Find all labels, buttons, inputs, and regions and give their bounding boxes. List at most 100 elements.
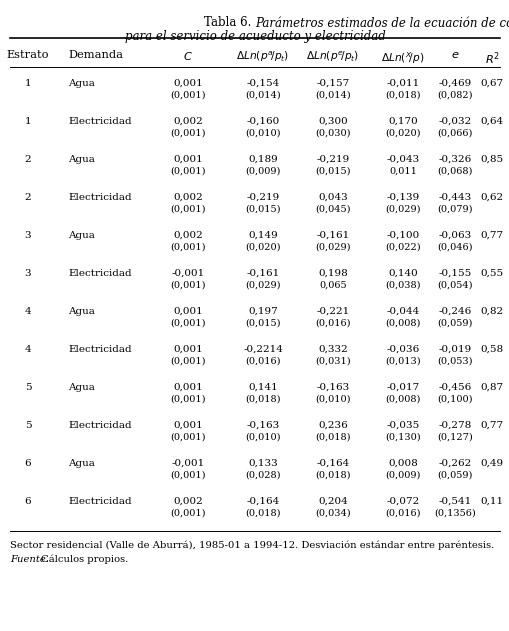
Text: 0,043: 0,043 [318,192,347,201]
Text: (0,010): (0,010) [245,129,280,138]
Text: 0,85: 0,85 [479,155,502,163]
Text: 2: 2 [24,192,31,201]
Text: 0,64: 0,64 [479,117,502,126]
Text: -0,161: -0,161 [246,269,279,278]
Text: (0,066): (0,066) [436,129,472,138]
Text: (0,079): (0,079) [436,204,472,213]
Text: (0,008): (0,008) [385,394,420,403]
Text: 0,011: 0,011 [388,167,416,175]
Text: 0,149: 0,149 [248,230,277,240]
Text: (0,053): (0,053) [436,357,472,365]
Text: (0,038): (0,038) [384,281,420,290]
Text: -0,001: -0,001 [171,459,204,468]
Text: (0,020): (0,020) [384,129,420,138]
Text: (0,001): (0,001) [170,319,205,327]
Text: (0,001): (0,001) [170,90,205,100]
Text: (0,018): (0,018) [315,432,350,442]
Text: 0,67: 0,67 [479,78,502,88]
Text: (0,029): (0,029) [245,281,280,290]
Text: -0,154: -0,154 [246,78,279,88]
Text: (0,009): (0,009) [385,471,420,480]
Text: Electricidad: Electricidad [68,345,131,353]
Text: (0,010): (0,010) [315,394,350,403]
Text: 0,001: 0,001 [173,155,203,163]
Text: (0,009): (0,009) [245,167,280,175]
Text: $e$: $e$ [450,50,458,60]
Text: -0,246: -0,246 [438,307,471,316]
Text: 0,55: 0,55 [479,269,502,278]
Text: 0,002: 0,002 [173,230,203,240]
Text: Electricidad: Electricidad [68,117,131,126]
Text: 0,87: 0,87 [479,382,502,391]
Text: (0,001): (0,001) [170,204,205,213]
Text: 6: 6 [24,459,31,468]
Text: para el servicio de acueducto y electricidad: para el servicio de acueducto y electric… [124,30,385,43]
Text: 0,001: 0,001 [173,78,203,88]
Text: Fuente.: Fuente. [10,555,49,563]
Text: $\Delta Ln(p^{a}\!/p_t)$: $\Delta Ln(p^{a}\!/p_t)$ [236,50,289,64]
Text: 0,002: 0,002 [173,192,203,201]
Text: (0,046): (0,046) [436,242,472,252]
Text: 0,140: 0,140 [387,269,417,278]
Text: 0,62: 0,62 [479,192,502,201]
Text: (0,016): (0,016) [245,357,280,365]
Text: -0,044: -0,044 [386,307,419,316]
Text: (0,054): (0,054) [436,281,472,290]
Text: (0,018): (0,018) [384,90,420,100]
Text: 0,133: 0,133 [248,459,277,468]
Text: (0,001): (0,001) [170,394,205,403]
Text: Electricidad: Electricidad [68,497,131,505]
Text: (0,029): (0,029) [315,242,350,252]
Text: 0,77: 0,77 [479,230,502,240]
Text: $\Delta Ln(^X\!/p)$: $\Delta Ln(^X\!/p)$ [381,50,424,66]
Text: Agua: Agua [68,78,95,88]
Text: 0,332: 0,332 [318,345,347,353]
Text: (0,030): (0,030) [315,129,350,138]
Text: (0,001): (0,001) [170,471,205,480]
Text: (0,001): (0,001) [170,509,205,517]
Text: 0,189: 0,189 [248,155,277,163]
Text: 5: 5 [24,420,31,430]
Text: $R^2$: $R^2$ [484,50,498,67]
Text: -0,011: -0,011 [386,78,419,88]
Text: -0,160: -0,160 [246,117,279,126]
Text: (0,010): (0,010) [245,432,280,442]
Text: (0,022): (0,022) [384,242,420,252]
Text: 4: 4 [24,307,31,316]
Text: 0,58: 0,58 [479,345,502,353]
Text: -0,100: -0,100 [386,230,419,240]
Text: 0,204: 0,204 [318,497,347,505]
Text: -0,019: -0,019 [438,345,471,353]
Text: (0,018): (0,018) [245,509,280,517]
Text: 0,001: 0,001 [173,307,203,316]
Text: 4: 4 [24,345,31,353]
Text: -0,164: -0,164 [246,497,279,505]
Text: -0,469: -0,469 [438,78,471,88]
Text: 1: 1 [24,117,31,126]
Text: $C$: $C$ [183,50,192,62]
Text: (0,015): (0,015) [315,167,350,175]
Text: -0,326: -0,326 [438,155,471,163]
Text: Electricidad: Electricidad [68,192,131,201]
Text: -0,219: -0,219 [246,192,279,201]
Text: 2: 2 [24,155,31,163]
Text: -0,155: -0,155 [438,269,471,278]
Text: -0,221: -0,221 [316,307,349,316]
Text: -0,157: -0,157 [316,78,349,88]
Text: (0,059): (0,059) [436,319,472,327]
Text: $\Delta Ln(p^{e}\!/p_t)$: $\Delta Ln(p^{e}\!/p_t)$ [306,50,359,64]
Text: (0,018): (0,018) [315,471,350,480]
Text: -0,139: -0,139 [386,192,419,201]
Text: (0,001): (0,001) [170,432,205,442]
Text: (0,130): (0,130) [384,432,420,442]
Text: Sector residencial (Valle de Aburrá), 1985-01 a 1994-12. Desviación estándar ent: Sector residencial (Valle de Aburrá), 19… [10,540,493,550]
Text: -0,456: -0,456 [438,382,471,391]
Text: Tabla 6.: Tabla 6. [204,16,254,29]
Text: 0,77: 0,77 [479,420,502,430]
Text: (0,015): (0,015) [245,319,280,327]
Text: (0,1356): (0,1356) [433,509,475,517]
Text: 3: 3 [24,230,31,240]
Text: Agua: Agua [68,230,95,240]
Text: Electricidad: Electricidad [68,269,131,278]
Text: -0,164: -0,164 [316,459,349,468]
